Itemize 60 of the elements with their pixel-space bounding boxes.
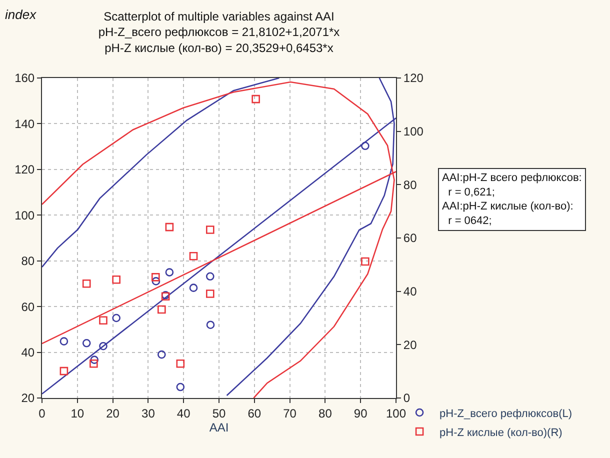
point bbox=[151, 273, 160, 282]
y-tick-label: 60 bbox=[21, 300, 35, 314]
point bbox=[361, 142, 370, 150]
legend-label: pH-Z кислые (кол-во)(R) bbox=[440, 426, 562, 439]
x-tick-label: 20 bbox=[106, 406, 120, 420]
point bbox=[112, 275, 120, 284]
chart-title: Scatterplot of multiple variables against AAI bbox=[104, 10, 334, 24]
point bbox=[189, 284, 198, 292]
point bbox=[152, 277, 160, 286]
x-tick-label: 60 bbox=[248, 406, 262, 420]
y2-tick-label: 20 bbox=[403, 338, 418, 352]
y-tick-label: 20 bbox=[21, 391, 35, 406]
point bbox=[82, 279, 91, 288]
point bbox=[82, 338, 91, 348]
point bbox=[90, 359, 98, 368]
y-tick-label: 160 bbox=[14, 71, 35, 86]
x-tick-label: 50 bbox=[212, 406, 226, 420]
text: AAI:pH-Z всего рефлюксов: r = 0,621; AAI:pH-Z кислые (кол-во): r = 0642; bbox=[442, 172, 582, 227]
y-tick-label: 100 bbox=[14, 208, 35, 222]
y-tick-label: 140 bbox=[14, 116, 35, 131]
chart-subtitle: pH-Z_всего рефлюксов = 21,8102+1,2071*x pH-Z кислые (кол-во) = 20,3529+0,6453*x bbox=[98, 25, 340, 55]
point bbox=[90, 356, 99, 364]
point bbox=[60, 337, 68, 346]
x-tick-label: 90 bbox=[354, 406, 368, 420]
x-tick-label: 70 bbox=[283, 406, 297, 420]
y2-tick-label: 40 bbox=[403, 284, 418, 299]
legend-label: pH-Z_всего рефлюксов(L) bbox=[440, 408, 572, 420]
y2-tick-label: 0 bbox=[403, 391, 410, 406]
y-tick-label: 40 bbox=[21, 345, 35, 360]
x-axis-title: AAI bbox=[209, 420, 229, 434]
point bbox=[206, 320, 215, 330]
x-tick-label: 10 bbox=[70, 406, 84, 420]
point bbox=[252, 94, 260, 104]
y-tick-label: 120 bbox=[14, 162, 35, 177]
y2-tick-label: 100 bbox=[403, 124, 424, 139]
point bbox=[60, 366, 68, 376]
point bbox=[158, 305, 166, 314]
point bbox=[361, 257, 370, 266]
point bbox=[112, 314, 120, 322]
point bbox=[165, 222, 174, 232]
x-tick-label: 40 bbox=[176, 406, 191, 420]
y2-tick-label: 120 bbox=[403, 71, 424, 86]
point bbox=[206, 290, 214, 298]
point bbox=[99, 316, 108, 325]
y-tick-label: 80 bbox=[21, 254, 35, 268]
point bbox=[189, 252, 198, 260]
x-tick-label: 80 bbox=[318, 406, 332, 420]
point bbox=[206, 272, 214, 281]
y2-tick-label: 60 bbox=[403, 231, 418, 246]
x-tick-label: 0 bbox=[38, 406, 46, 420]
x-tick-label: 30 bbox=[142, 406, 156, 420]
point bbox=[176, 382, 185, 392]
text: index bbox=[5, 7, 37, 22]
y2-tick-label: 80 bbox=[403, 178, 418, 192]
point bbox=[99, 342, 108, 350]
point bbox=[206, 226, 214, 234]
point bbox=[158, 350, 166, 359]
point bbox=[165, 268, 174, 276]
x-tick-label: 100 bbox=[386, 406, 406, 420]
point bbox=[176, 359, 185, 368]
